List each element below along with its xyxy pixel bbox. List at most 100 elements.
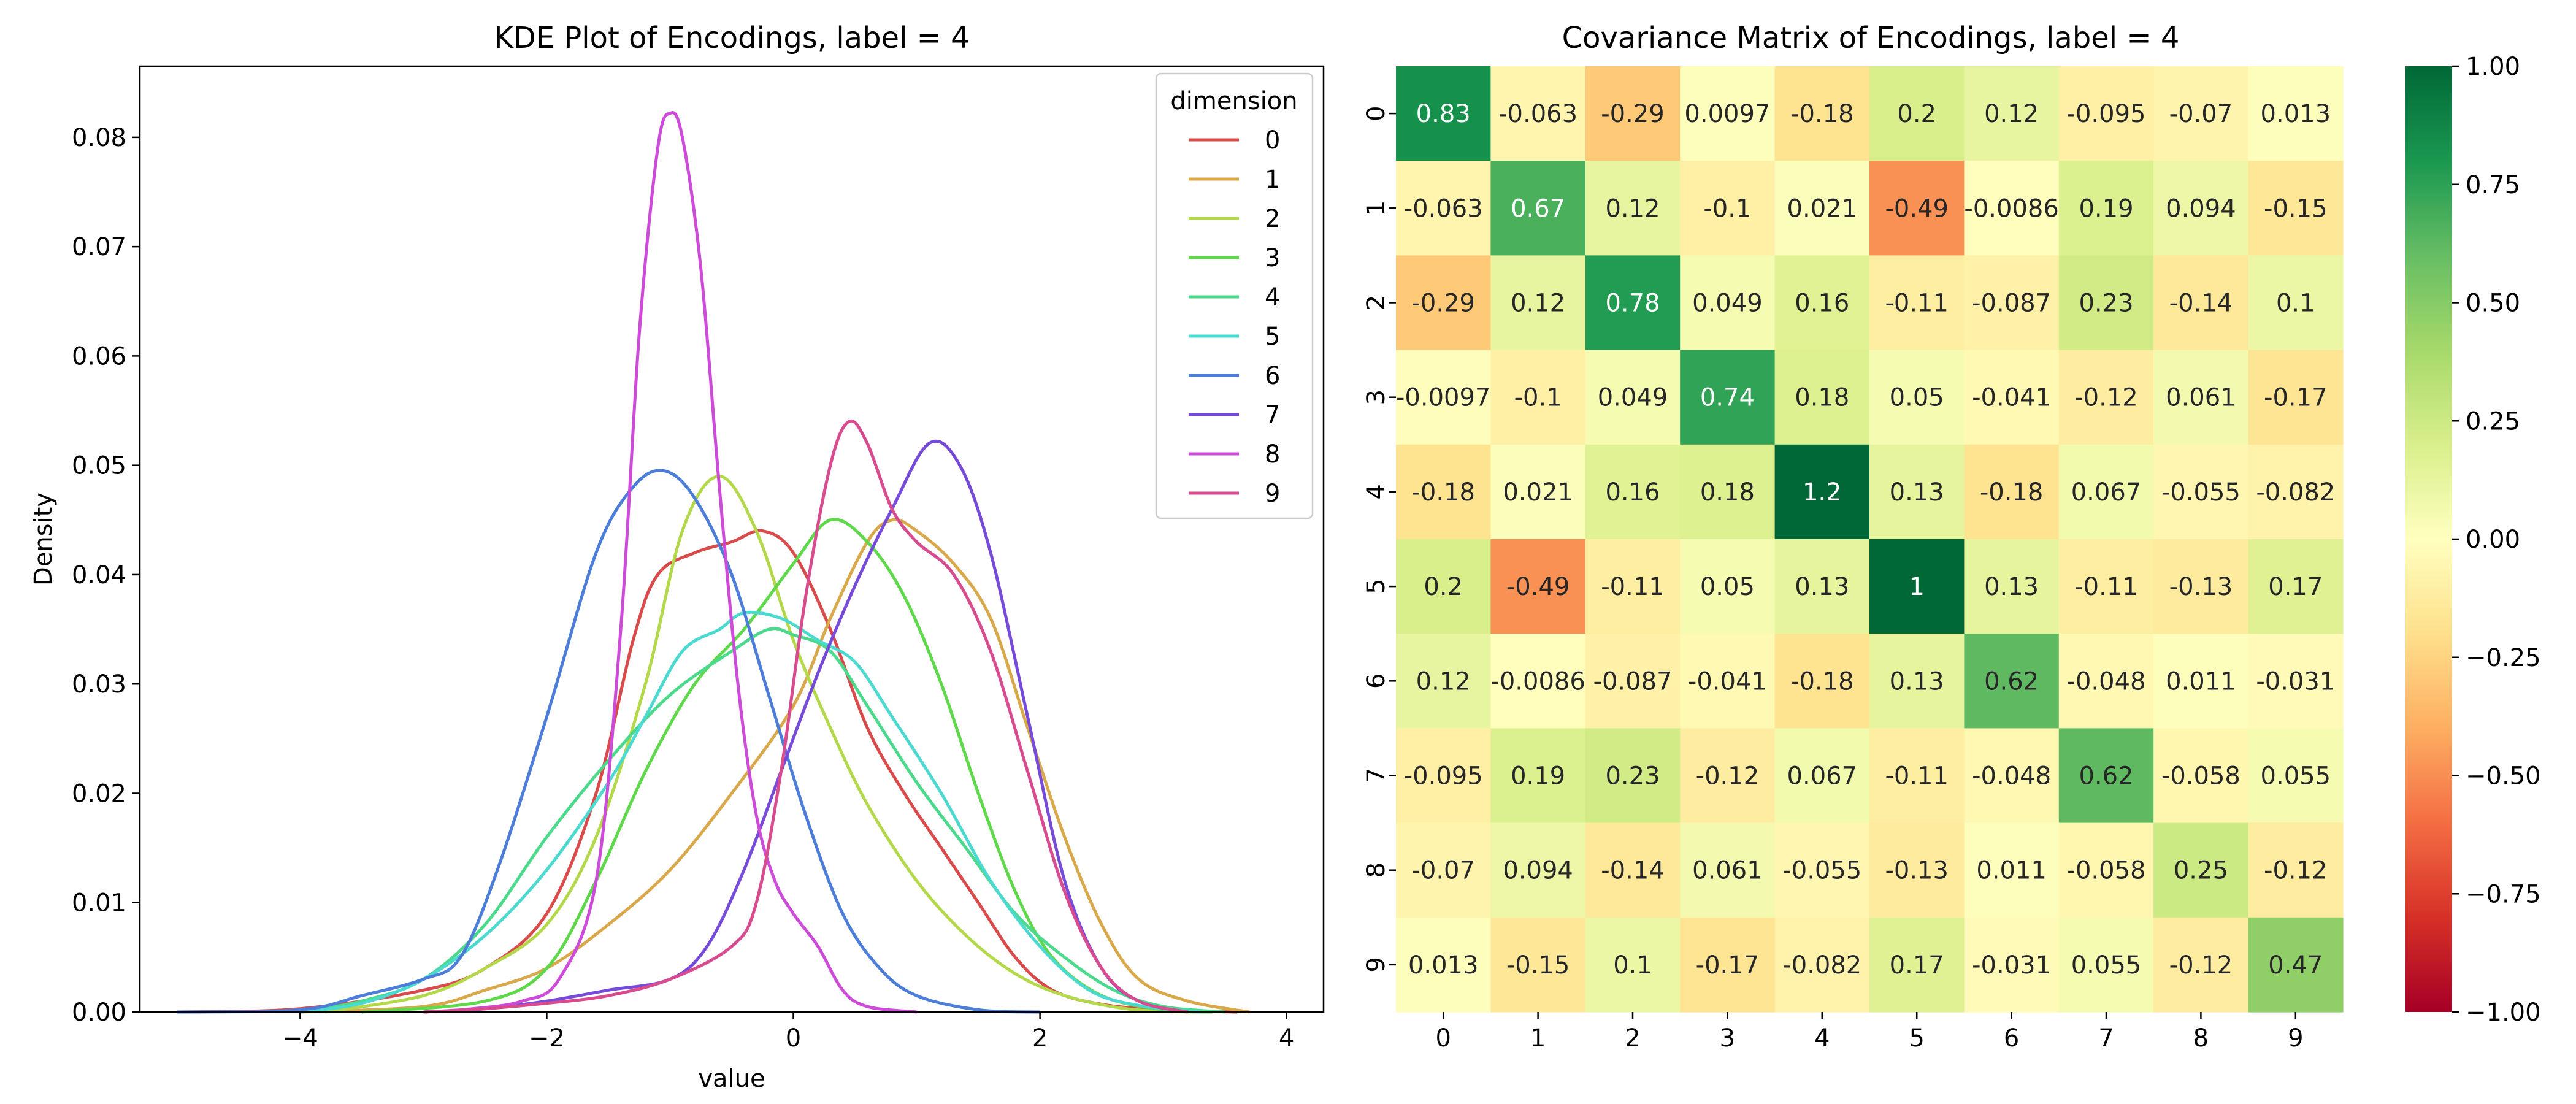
heatmap-cell-label: -0.031	[2256, 667, 2335, 696]
heatmap-cell	[1680, 634, 1776, 729]
heatmap-cell	[1869, 634, 1965, 729]
heatmap-cell	[2058, 634, 2154, 729]
heatmap-cell	[1490, 255, 1586, 351]
heatmap-cell-label: -0.0097	[1396, 384, 1490, 412]
heatmap-cell	[1490, 634, 1586, 729]
heatmap-cell-label: -0.087	[1593, 667, 1673, 696]
heatmap-cell	[1396, 539, 1491, 634]
heatmap-y-tick-label: 0	[1362, 105, 1390, 121]
heatmap-cell	[1964, 350, 2060, 445]
heatmap-cell-label: -0.082	[1782, 951, 1861, 979]
heatmap-cell-label: 0.2	[1424, 573, 1463, 601]
heatmap-cell-label: -0.058	[2161, 762, 2241, 791]
heatmap-cell-label: -0.07	[2169, 100, 2233, 128]
heatmap-x-tick-label: 2	[1625, 1024, 1640, 1052]
kde-series-5	[300, 610, 1201, 1014]
heatmap-y-tick-label: 9	[1362, 957, 1390, 972]
heatmap-cell-label: -0.18	[1790, 667, 1854, 696]
heatmap-cell	[2058, 917, 2154, 1013]
heatmap-cell-label: -0.18	[1980, 478, 2044, 507]
kde-y-tick-label: 0.00	[72, 999, 126, 1027]
kde-legend-label: 5	[1265, 323, 1280, 351]
heatmap-cell	[1869, 444, 1965, 540]
heatmap-cell-label: 1	[1909, 573, 1924, 601]
heatmap-cell-label: 0.16	[1605, 478, 1660, 507]
heatmap-x-tick-label: 0	[1435, 1024, 1451, 1052]
heatmap-cell	[1774, 350, 1870, 445]
heatmap-cell-label: -0.11	[1885, 289, 1949, 318]
heatmap-cell	[2153, 350, 2249, 445]
kde-y-tick-label: 0.06	[72, 342, 126, 370]
heatmap-y-tick-label: 6	[1362, 673, 1390, 689]
heatmap-cell-label: -0.49	[1506, 573, 1570, 601]
heatmap-cell	[1585, 350, 1681, 445]
heatmap-cell-label: 0.049	[1692, 289, 1763, 318]
heatmap-cell	[2153, 917, 2249, 1013]
heatmap-cell-label: -0.11	[1601, 573, 1665, 601]
heatmap-cell-label: -0.14	[2169, 289, 2233, 318]
heatmap-cell-label: 0.021	[1503, 478, 1573, 507]
heatmap-cell-label: 0.013	[2261, 100, 2331, 128]
heatmap-cell	[1964, 444, 2060, 540]
kde-legend-label: 8	[1265, 440, 1280, 469]
heatmap-cell	[2058, 444, 2154, 540]
colorbar-tick-label: −0.50	[2466, 762, 2541, 791]
heatmap-cell-label: -0.041	[1688, 667, 1767, 696]
heatmap-cell	[2248, 255, 2344, 351]
heatmap-cell	[2058, 539, 2154, 634]
heatmap-cell-label: 0.011	[1976, 857, 2047, 885]
kde-legend-label: 1	[1265, 166, 1280, 194]
kde-x-ticks: −4 −2 0 2 4	[282, 1012, 1294, 1052]
heatmap-cell	[1680, 255, 1776, 351]
heatmap-cell	[2058, 728, 2154, 824]
kde-x-tick-label: −2	[529, 1024, 565, 1052]
kde-series-8	[423, 111, 917, 1014]
colorbar-tick-label: −0.25	[2466, 644, 2541, 672]
heatmap-cell-label: -0.048	[1972, 762, 2051, 791]
kde-x-axis-label: value	[698, 1065, 765, 1093]
heatmap-cell-label: 0.83	[1416, 100, 1471, 128]
heatmap-cell	[1490, 728, 1586, 824]
heatmap-cell-label: 0.13	[1890, 478, 1944, 507]
heatmap-x-tick-label: 1	[1530, 1024, 1546, 1052]
heatmap-cell	[1774, 728, 1870, 824]
heatmap-y-tick-label: 1	[1362, 201, 1390, 216]
heatmap-cell-label: -0.13	[1885, 857, 1949, 885]
kde-y-tick-label: 0.02	[72, 780, 126, 808]
heatmap-y-tick-label: 4	[1362, 484, 1390, 499]
colorbar-tick-label: 0.00	[2466, 526, 2520, 554]
heatmap-cell-label: 0.62	[2079, 762, 2133, 791]
kde-series-6	[177, 469, 1040, 1014]
heatmap-cell	[2248, 350, 2344, 445]
heatmap-cell	[1964, 255, 2060, 351]
kde-y-tick-label: 0.01	[72, 889, 126, 918]
heatmap-cell-label: -0.12	[2074, 384, 2138, 412]
heatmap-cell-label: 0.011	[2166, 667, 2236, 696]
heatmap-cell	[2058, 66, 2154, 161]
heatmap-cell	[1680, 161, 1776, 256]
heatmap-cell	[1680, 728, 1776, 824]
heatmap-cell	[1869, 350, 1965, 445]
heatmap-cell-label: 0.061	[2166, 384, 2236, 412]
heatmap-cell	[1774, 444, 1870, 540]
heatmap-cell	[1964, 822, 2060, 918]
heatmap-cell	[2248, 444, 2344, 540]
kde-y-axis-label: Density	[29, 493, 58, 586]
kde-legend-label: 6	[1265, 362, 1280, 390]
heatmap-cell-label: 0.094	[1503, 857, 1573, 885]
heatmap-cell	[1869, 822, 1965, 918]
heatmap-cell-label: 0.1	[2276, 289, 2315, 318]
heatmap-cell	[1964, 917, 2060, 1013]
heatmap-cell-label: 0.13	[1984, 573, 2039, 601]
heatmap-cell-label: 0.23	[2079, 289, 2133, 318]
kde-y-tick-label: 0.03	[72, 670, 126, 699]
heatmap-cell	[1869, 917, 1965, 1013]
heatmap-x-tick-label: 6	[2004, 1024, 2019, 1052]
heatmap-cell-label: 0.05	[1890, 384, 1944, 412]
heatmap-cell-label: -0.0086	[1964, 194, 2058, 223]
heatmap-cell	[2058, 822, 2154, 918]
colorbar-tick-label: 0.75	[2466, 171, 2520, 199]
kde-series-4	[299, 627, 1225, 1014]
colorbar-tick-label: −1.00	[2466, 999, 2541, 1027]
kde-legend-label: 7	[1265, 401, 1280, 429]
